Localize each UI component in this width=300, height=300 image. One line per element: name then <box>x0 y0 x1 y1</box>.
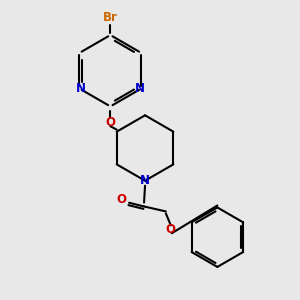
Text: N: N <box>135 82 145 95</box>
Text: N: N <box>76 82 85 95</box>
Text: O: O <box>116 193 126 206</box>
Text: Br: Br <box>103 11 118 24</box>
Text: N: N <box>140 174 150 187</box>
Text: O: O <box>105 116 116 129</box>
Text: O: O <box>166 223 176 236</box>
